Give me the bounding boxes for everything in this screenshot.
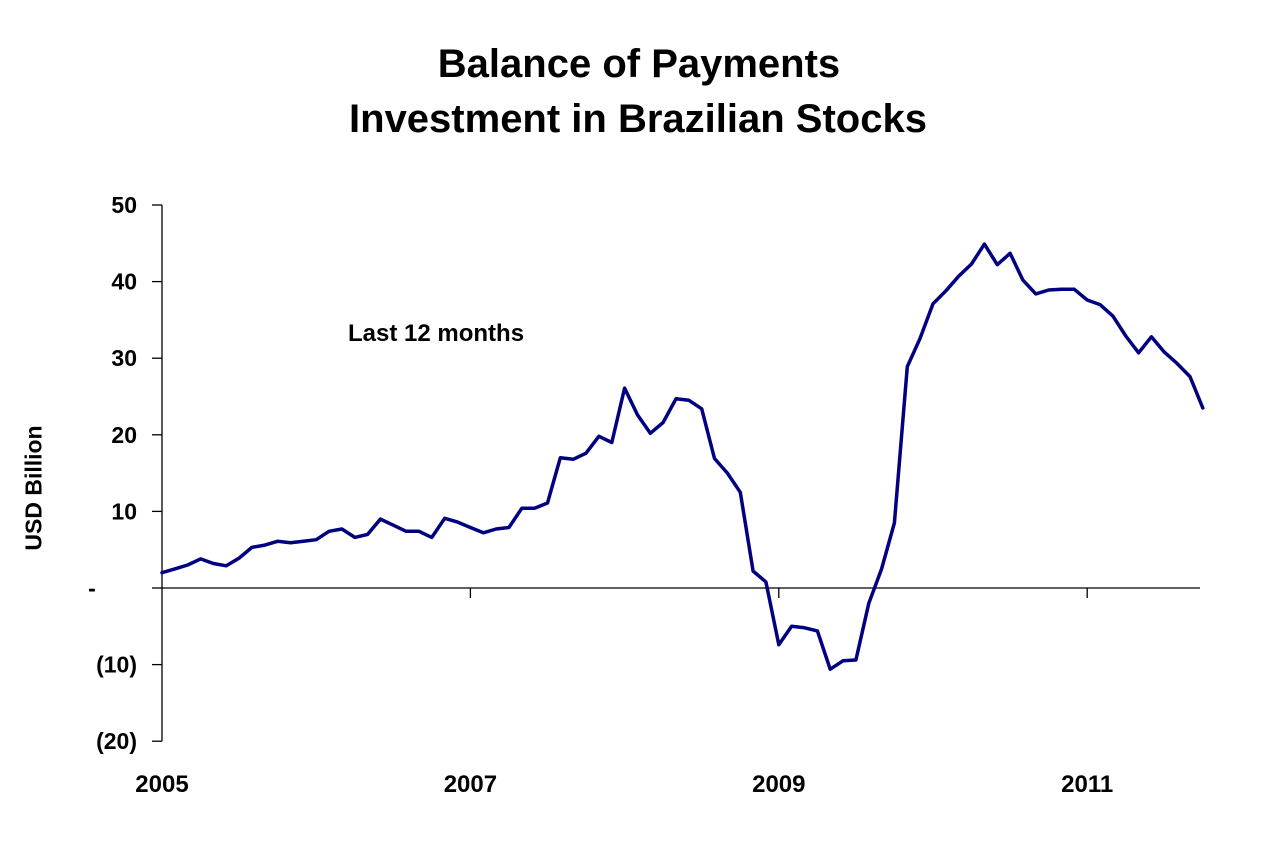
y-tick-label: 50 — [111, 192, 137, 218]
x-tick-label: 2011 — [1061, 771, 1113, 798]
data-series-line — [160, 242, 1205, 671]
x-tick-label: 2005 — [135, 771, 188, 798]
y-tick-label: - — [88, 575, 96, 601]
y-tick-label: (10) — [96, 652, 137, 678]
chart-title-line-1: Balance of Payments — [437, 42, 841, 86]
x-axis: 2005 2007 2009 2011 — [135, 587, 1200, 798]
y-tick-label: 10 — [111, 498, 137, 524]
y-axis: 50 40 30 20 10 - (10) (20) — [88, 192, 163, 754]
chart-title-line-2: Investment in Brazilian Stocks — [349, 97, 927, 141]
y-tick-label: 40 — [111, 269, 137, 295]
y-tick-label: 30 — [111, 345, 137, 371]
y-tick-label: (20) — [96, 728, 137, 754]
x-tick-label: 2007 — [444, 771, 497, 798]
chart-annotation: Last 12 months — [348, 320, 525, 347]
y-tick-label: 20 — [111, 422, 137, 448]
x-tick-label: 2009 — [752, 771, 805, 798]
